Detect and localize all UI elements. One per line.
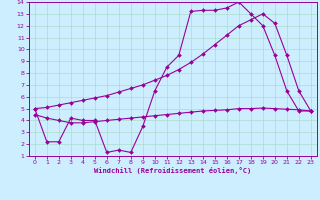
X-axis label: Windchill (Refroidissement éolien,°C): Windchill (Refroidissement éolien,°C) (94, 167, 252, 174)
